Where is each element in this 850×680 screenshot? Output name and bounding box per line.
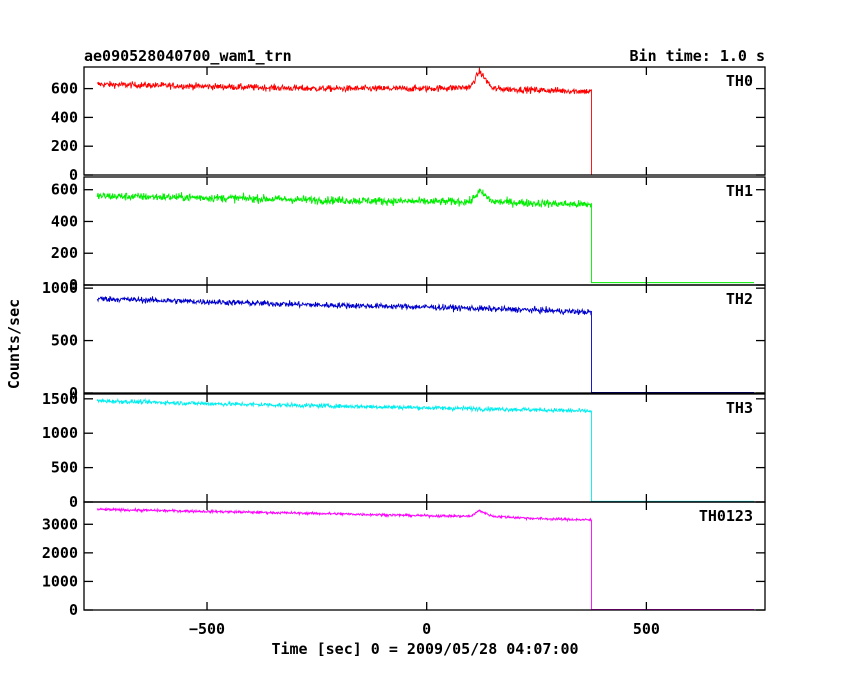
chart-title-left: ae090528040700_wam1_trn <box>84 47 292 65</box>
series-line-th2 <box>96 295 755 393</box>
y-tick-label: 1000 <box>42 572 78 590</box>
y-tick-label: 400 <box>51 212 78 230</box>
series-line-th1 <box>96 188 755 284</box>
y-tick-label: 1000 <box>42 424 78 442</box>
y-tick-label: 600 <box>51 181 78 199</box>
y-tick-label: 2000 <box>42 544 78 562</box>
x-axis-label: Time [sec] 0 = 2009/05/28 04:07:00 <box>271 640 578 658</box>
y-tick-label: 1000 <box>42 279 78 297</box>
series-line-th3 <box>96 397 755 502</box>
panel-frame-th0123 <box>83 501 766 611</box>
y-tick-label: 500 <box>51 459 78 477</box>
panel-label-th0: TH0 <box>726 72 753 90</box>
y-tick-label: 200 <box>51 137 78 155</box>
x-tick-label: 0 <box>422 620 431 638</box>
y-tick-label: 400 <box>51 108 78 126</box>
y-tick-label: 0 <box>69 493 78 511</box>
y-tick-label: 1500 <box>42 390 78 408</box>
y-tick-label: 200 <box>51 244 78 262</box>
y-tick-label: 0 <box>69 166 78 184</box>
panels-group: 0 200 400 600 TH0 0 200 400 600 TH1 0 500 1000 TH2 0 50… <box>42 66 766 638</box>
chart-title-right: Bin time: 1.0 s <box>630 47 765 65</box>
x-tick-label: 500 <box>633 620 660 638</box>
panel-frame-th3 <box>83 393 766 503</box>
x-tick-label: −500 <box>189 620 225 638</box>
series-line-th0123 <box>96 506 755 610</box>
y-tick-label: 3000 <box>42 515 78 533</box>
panel-label-th3: TH3 <box>726 399 753 417</box>
series-line-th0 <box>96 67 755 176</box>
y-tick-label: 500 <box>51 332 78 350</box>
panel-label-th1: TH1 <box>726 182 753 200</box>
panel-frame-th0 <box>83 66 766 176</box>
panel-label-th0123: TH0123 <box>699 507 753 525</box>
y-tick-label: 0 <box>69 601 78 619</box>
y-tick-label: 0 <box>69 384 78 402</box>
panel-frame-th2 <box>83 284 766 394</box>
panel-frame-th1 <box>83 176 766 286</box>
y-tick-label: 0 <box>69 276 78 294</box>
panel-label-th2: TH2 <box>726 290 753 308</box>
y-tick-label: 600 <box>51 80 78 98</box>
y-axis-label: Counts/sec <box>5 299 23 389</box>
